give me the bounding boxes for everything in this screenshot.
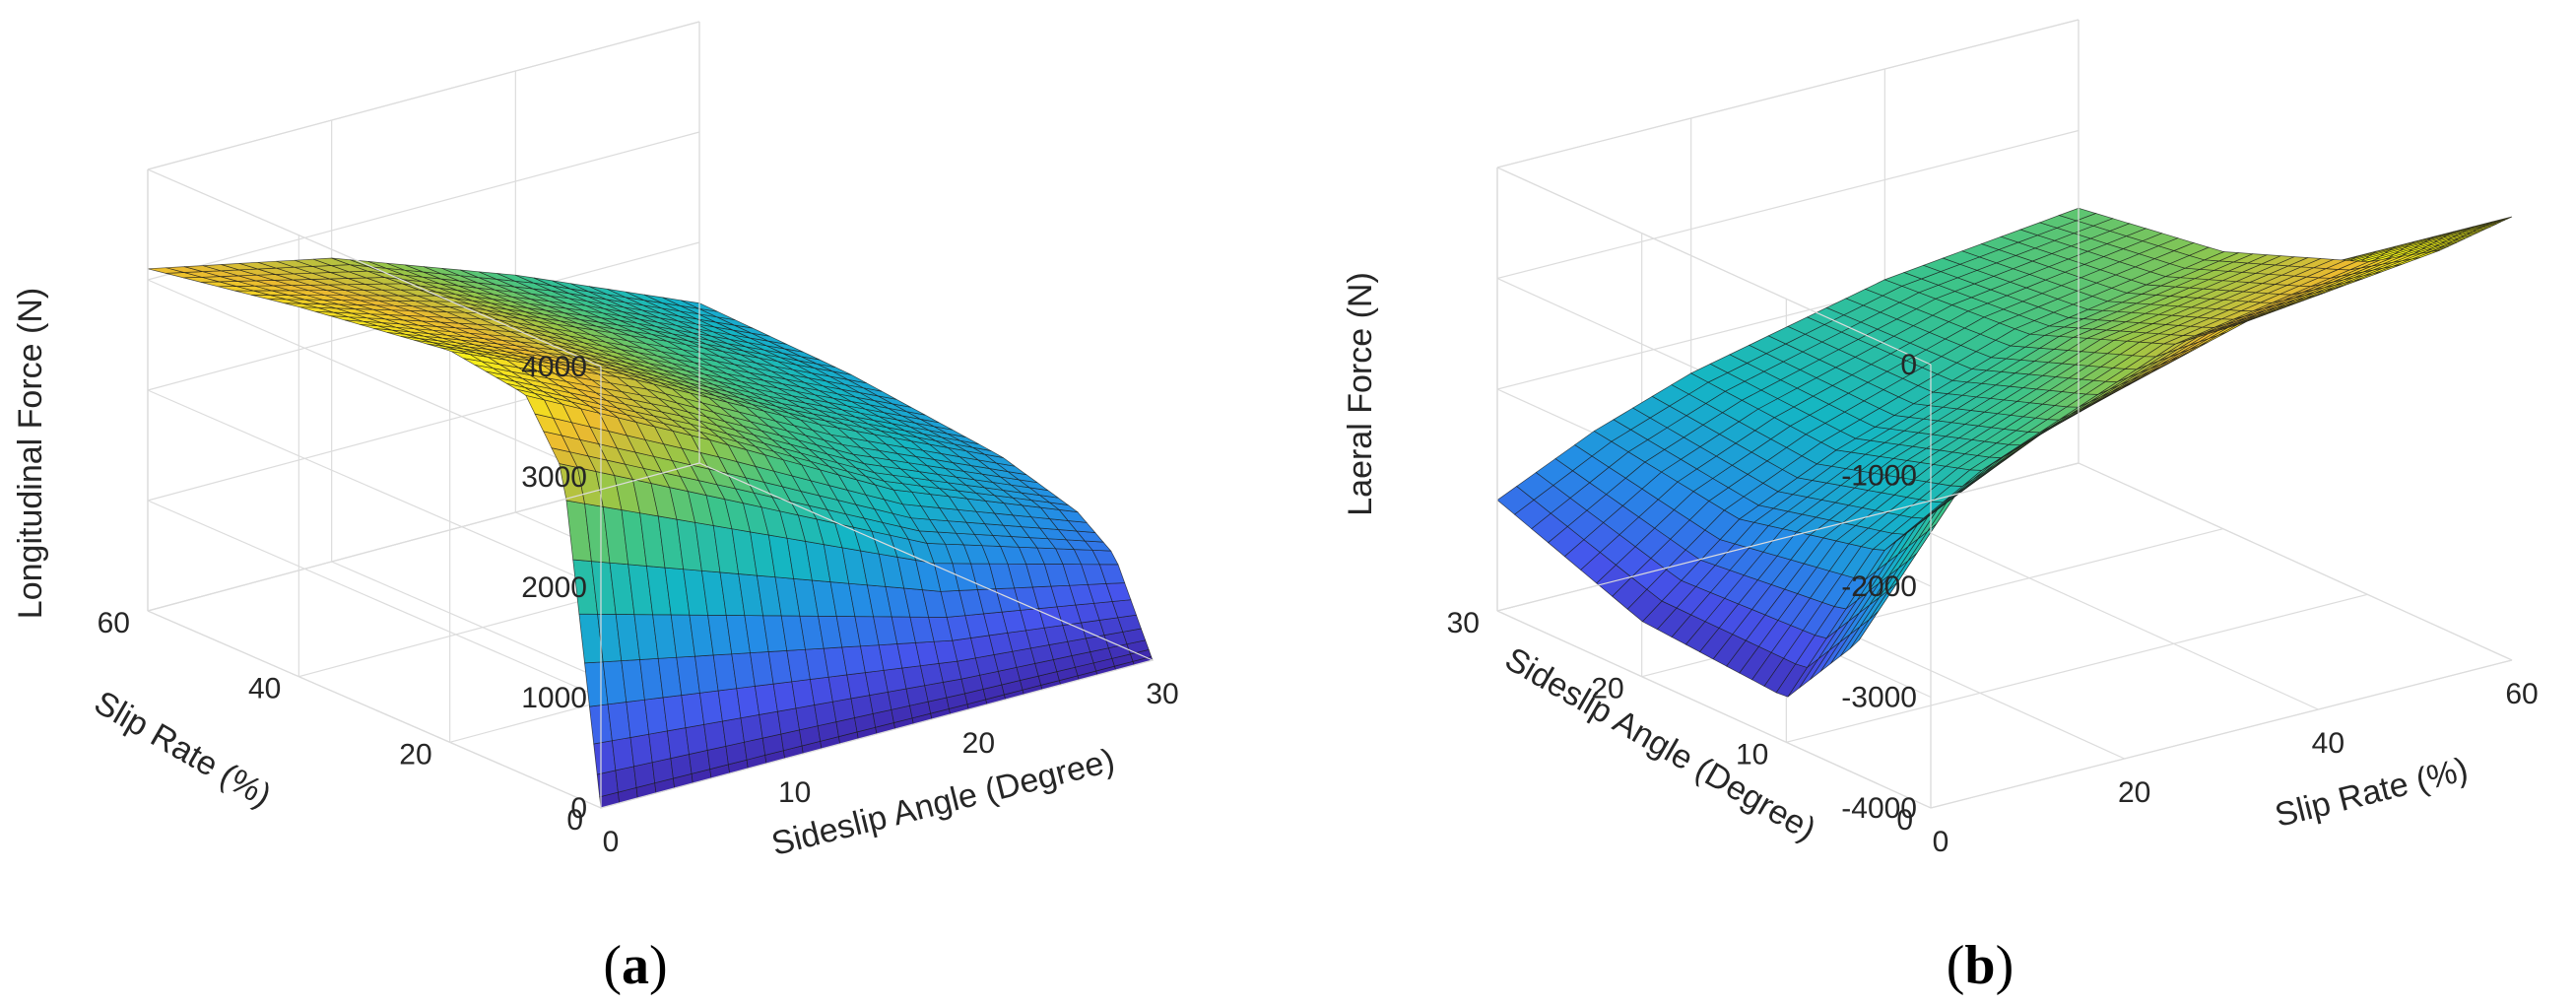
surface-patch xyxy=(887,688,910,710)
v-tick-label: 40 xyxy=(248,673,281,705)
u-tick-label: 10 xyxy=(778,776,811,809)
surface-patch xyxy=(612,737,634,771)
chart-b-axes xyxy=(1496,19,2513,809)
v-tick-label: 20 xyxy=(1591,673,1623,705)
surface-patch xyxy=(703,720,727,751)
axis-edge xyxy=(1496,19,2080,168)
surface-patch xyxy=(740,713,763,743)
chart-a: 0 1000 2000 3000 4000 0 10 20 30 0 20 40 60 Longitud… xyxy=(12,21,1179,996)
gridline xyxy=(1786,593,2368,743)
surface-patch xyxy=(722,717,745,747)
gridline xyxy=(147,389,602,588)
z-tick-label: 0 xyxy=(570,792,587,825)
surface-patch xyxy=(648,730,672,764)
chart-a-panel-label: (a) xyxy=(603,935,667,996)
surface-patch xyxy=(667,727,690,760)
z-tick-label: -1000 xyxy=(1841,460,1917,493)
chart-a-zlabel: Longitudinal Force (N) xyxy=(12,288,49,619)
chart-a-xlabel: Sideslip Angle (Degree) xyxy=(767,742,1118,863)
surface-patch xyxy=(629,733,653,768)
chart-a-axes xyxy=(147,21,1154,809)
surface-patch xyxy=(596,770,619,798)
z-tick-label: 3000 xyxy=(521,461,587,494)
gridline xyxy=(1884,511,2319,710)
u-tick-label: 0 xyxy=(1933,826,1949,858)
u-tick-label: 20 xyxy=(962,727,995,760)
axis-edge xyxy=(1930,659,2513,809)
axis-edge xyxy=(147,610,602,809)
axis-edge xyxy=(2078,462,2513,661)
z-tick-label: 4000 xyxy=(521,351,587,383)
z-tick-label: -2000 xyxy=(1841,570,1917,603)
axis-edge xyxy=(147,168,602,368)
u-tick-label: 60 xyxy=(2505,678,2538,710)
chart-b-panel-label: (b) xyxy=(1947,935,2014,996)
u-tick-label: 40 xyxy=(2312,727,2345,760)
chart-b-xlabel: Slip Rate (%) xyxy=(2272,751,2473,835)
surface-patch xyxy=(905,685,929,706)
z-tick-label: -4000 xyxy=(1841,792,1917,825)
surface-patch xyxy=(850,695,874,718)
surface-patch xyxy=(593,740,617,775)
surface-patch xyxy=(651,758,674,784)
surface-patch xyxy=(869,691,892,714)
surface-patch xyxy=(685,723,708,755)
chart-b-zlabel: Laeral Force (N) xyxy=(1342,272,1379,516)
axis-edge xyxy=(1496,462,2080,612)
v-tick-label: 60 xyxy=(98,607,130,639)
chart-b-surface xyxy=(1496,207,2513,698)
chart-a-surface xyxy=(147,257,1154,809)
axis-edge xyxy=(698,462,1154,661)
z-tick-label: 0 xyxy=(1900,349,1917,381)
gridline xyxy=(147,131,700,281)
surface-patch xyxy=(777,707,800,735)
surface-patch xyxy=(814,701,837,727)
v-tick-label: 30 xyxy=(1447,607,1480,639)
surface-patch xyxy=(633,762,656,788)
v-tick-label: 10 xyxy=(1736,738,1768,771)
gridline xyxy=(147,279,602,478)
u-tick-label: 30 xyxy=(1146,678,1178,710)
axis-edge xyxy=(147,462,700,612)
v-tick-label: 0 xyxy=(566,804,583,837)
z-tick-label: -3000 xyxy=(1841,682,1917,714)
gridline xyxy=(1496,129,2080,280)
axis-edge xyxy=(147,21,700,170)
surface-patch xyxy=(795,704,819,731)
z-tick-label: 2000 xyxy=(521,571,587,604)
surface-patch xyxy=(615,766,637,793)
v-tick-label: 0 xyxy=(1896,804,1913,837)
surface-patch xyxy=(831,698,855,723)
gridline xyxy=(147,500,602,699)
chart-a-tick-labels: 0 1000 2000 3000 4000 0 10 20 30 0 20 40 60 xyxy=(98,351,1179,858)
surface-patch xyxy=(759,710,782,739)
v-tick-label: 20 xyxy=(399,738,431,771)
z-tick-label: 1000 xyxy=(521,682,587,714)
axis-edge xyxy=(1496,167,1932,366)
u-tick-label: 20 xyxy=(2118,776,2150,809)
axis-edge xyxy=(600,659,1154,809)
u-tick-label: 0 xyxy=(603,826,620,858)
axis-edge xyxy=(1496,610,1932,809)
